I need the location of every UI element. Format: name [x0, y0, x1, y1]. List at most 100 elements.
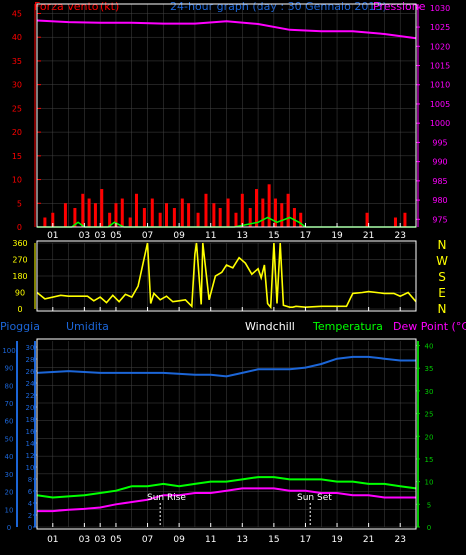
- y-right-label: 5: [427, 501, 431, 509]
- y-hum-label: 12: [26, 452, 35, 460]
- x-tick-label: 03: [79, 231, 90, 241]
- y-rain-label: 10: [5, 506, 14, 514]
- x-tick-label: 07: [142, 231, 153, 241]
- y-left-label: 40: [12, 33, 22, 42]
- wind-bar: [120, 198, 124, 227]
- wind-pressure-frame: [36, 3, 417, 228]
- y-left-label: 90: [15, 289, 25, 298]
- wind-bar: [172, 208, 176, 227]
- wind-bar: [286, 193, 290, 227]
- y-right-label: 1030: [430, 4, 450, 13]
- x-tick-label: 19: [331, 535, 343, 545]
- wind-bar: [267, 184, 271, 227]
- y-right-label: 980: [432, 196, 447, 205]
- y-right-label: 35: [425, 365, 434, 373]
- y-hum-label: 20: [26, 404, 35, 412]
- x-tick-label: 01: [47, 231, 58, 241]
- y-hum-label: 0: [28, 524, 32, 532]
- y-rain-label: 50: [5, 435, 14, 443]
- y-hum-label: 18: [26, 416, 35, 424]
- y-left-label: 10: [12, 176, 22, 185]
- x-tick-label: 21: [363, 231, 374, 241]
- wind-bar: [240, 193, 244, 227]
- y-right-label: 985: [432, 177, 447, 186]
- wind-bar: [218, 208, 222, 227]
- y-left-label: 180: [12, 272, 27, 281]
- wind-bar: [114, 203, 118, 227]
- y-left-label: 270: [12, 256, 27, 265]
- wind-bar: [234, 212, 238, 227]
- x-tick-label: 07: [142, 535, 153, 545]
- wind-bar: [196, 212, 200, 227]
- wind-bar: [261, 198, 265, 227]
- y-left-label: 25: [12, 104, 22, 113]
- y-rain-label: 0: [7, 524, 11, 532]
- wind-bar: [212, 203, 216, 227]
- y-left-label: 5: [17, 199, 22, 208]
- y-hum-label: 10: [26, 464, 35, 472]
- y-right-label: 1015: [430, 62, 450, 71]
- y-right-label: 1005: [430, 100, 450, 109]
- legend-windchill: Windchill: [245, 320, 295, 333]
- wind-bar: [63, 203, 67, 227]
- y-right-label: 15: [425, 456, 434, 464]
- wind-bar: [87, 198, 91, 227]
- y-right-label: 20: [425, 433, 434, 441]
- wind-bar: [273, 198, 277, 227]
- y-hum-label: 24: [26, 380, 35, 388]
- wind-bar: [299, 212, 303, 227]
- temperature-humidity-frame: [36, 338, 417, 530]
- wind-bar: [187, 203, 191, 227]
- x-tick-label: 15: [268, 231, 279, 241]
- pressure-line: [36, 19, 417, 40]
- wind-bar: [93, 203, 97, 227]
- y-right-label: 25: [425, 411, 434, 419]
- wind-bar: [164, 203, 168, 227]
- x-tick-label: 09: [173, 535, 185, 545]
- compass-n-bottom: N: [438, 302, 447, 316]
- wind-bar: [142, 208, 146, 227]
- y-rain-label: 30: [5, 471, 14, 479]
- y-left-label: 15: [12, 152, 22, 161]
- sunset-label: Sun Set: [297, 493, 332, 503]
- wind-bar: [134, 193, 138, 227]
- wind-bar: [51, 212, 55, 227]
- wind-bar: [292, 208, 296, 227]
- y-left-label: 20: [12, 128, 22, 137]
- wind-bar: [43, 217, 47, 227]
- y-right-label: 1010: [430, 81, 450, 90]
- wind-bar: [204, 193, 208, 227]
- x-tick-label: 17: [300, 535, 311, 545]
- wind-bar: [393, 217, 397, 227]
- y-left-label: 35: [12, 57, 22, 66]
- y-right-label: 10: [425, 479, 434, 487]
- wind-pressure-chart: 0510152025303540459759809859909951000100…: [12, 4, 450, 241]
- y-hum-label: 4: [28, 500, 33, 508]
- dewpoint-line: [37, 487, 416, 513]
- x-tick-label: 05: [110, 535, 121, 545]
- y-hum-label: 22: [26, 392, 35, 400]
- x-tick-label: 01: [47, 535, 58, 545]
- y-right-label: 1000: [430, 119, 450, 128]
- y-rain-label: 40: [5, 453, 14, 461]
- x-tick-label: 13: [237, 535, 248, 545]
- y-rain-label: 100: [2, 347, 15, 355]
- y-left-label: 0: [17, 305, 22, 314]
- y-right-label: 40: [425, 343, 434, 351]
- legend-temperature: Temperatura: [312, 320, 383, 333]
- y-left-label: 0: [17, 223, 22, 232]
- wind-bar: [280, 203, 284, 227]
- y-right-label: 995: [432, 138, 447, 147]
- y-hum-label: 16: [26, 428, 35, 436]
- temperature-humidity-chart: 0102030405060708090100024681012141618202…: [2, 341, 433, 545]
- wind-bar: [81, 193, 85, 227]
- x-tick-label: 23: [394, 231, 405, 241]
- y-right-label: 1025: [430, 23, 450, 32]
- humidity-line: [36, 355, 416, 378]
- x-tick-label: 19: [331, 231, 343, 241]
- y-rain-label: 60: [5, 418, 14, 426]
- wind-bar: [100, 189, 104, 227]
- temperature-line: [36, 476, 417, 499]
- wind-bar: [108, 212, 112, 227]
- y-hum-label: 8: [28, 476, 32, 484]
